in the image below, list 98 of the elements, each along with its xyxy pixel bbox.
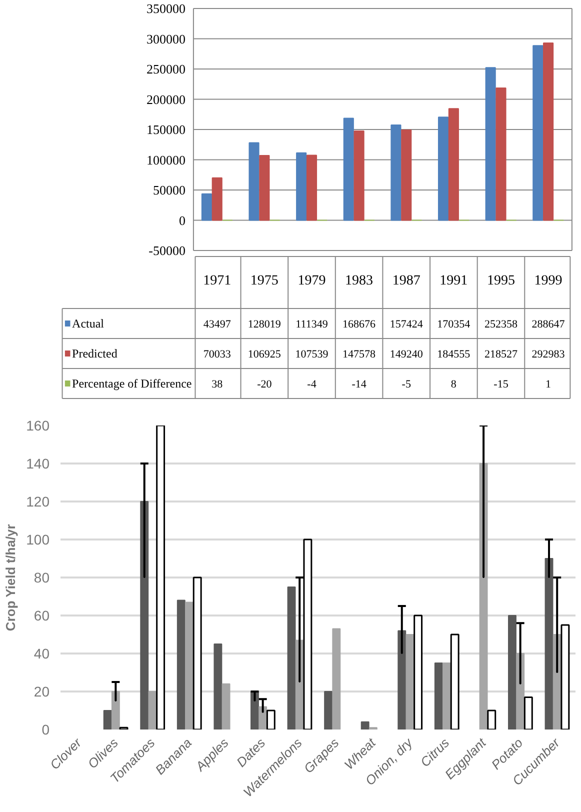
data-label: -4 [307,378,317,390]
x-tick-label: 1987 [392,274,420,288]
bar [214,644,222,730]
data-label: 106925 [248,348,282,360]
y-tick-label: 60 [34,608,50,624]
data-label: 8 [450,378,457,390]
bar [258,706,268,730]
y-tick-label: 160 [26,418,50,434]
bar [332,628,341,730]
x-tick-label: 1979 [298,274,326,288]
data-label: 43497 [203,318,232,330]
y-tick-label: 120 [26,494,50,510]
y-tick-label: 100 [26,532,50,548]
bar [324,691,333,730]
bar [212,177,222,221]
data-label: 147578 [342,348,376,360]
data-label: 292983 [532,348,566,360]
bar [156,426,166,730]
data-label: 70033 [203,348,232,360]
data-label: 170354 [437,318,471,330]
x-tick-label: 1983 [345,274,374,288]
bar [560,624,570,730]
data-label: 111349 [296,318,328,330]
y-tick-label: 0 [178,212,186,228]
data-label: 1 [546,378,552,390]
data-label: 184555 [437,348,471,360]
bar [524,696,533,730]
y-tick-label: 50000 [152,182,186,198]
bar [140,501,149,730]
y-tick-label: 80 [34,570,50,586]
bar [259,155,270,221]
data-label: 252358 [484,318,518,330]
bar [111,691,120,730]
y-tick-label: 250000 [146,62,186,76]
bar [438,116,449,221]
bar [487,710,496,730]
bar [544,558,554,730]
bar [266,710,276,730]
data-label: 218527 [484,348,518,360]
bar [287,586,296,730]
data-label: 128019 [248,318,282,330]
data-label: 38 [212,378,224,390]
bar [248,142,260,221]
legend-label: Percentage of Difference [72,376,192,390]
data-label: 107539 [295,348,329,360]
y-axis-title: Crop Yield t/ha/yr [3,524,18,632]
bar [508,615,516,730]
x-tick-label: 1975 [250,274,278,288]
bar [103,710,112,730]
bar [192,576,202,730]
data-label: -5 [402,378,412,390]
bar [343,118,354,221]
y-tick-label: 140 [26,456,50,472]
bar [306,154,318,221]
data-label: 149240 [390,348,424,360]
bar [414,614,423,730]
x-tick-label: 1971 [203,274,232,288]
y-tick-label: 20 [34,684,50,700]
bar [176,600,186,730]
bar [434,662,443,730]
y-tick-label: 150000 [146,122,186,137]
data-label: 168676 [342,318,376,330]
y-tick-label: 100000 [146,152,186,168]
bar [390,124,402,221]
bar [496,88,506,221]
data-label: 288647 [532,318,566,330]
y-tick-label: -50000 [148,243,186,258]
x-tick-label: 1991 [440,274,468,288]
y-tick-label: 40 [34,646,50,662]
bar [450,634,460,730]
y-tick-label: 300000 [146,31,186,46]
bar [543,42,554,221]
y-tick-label: 200000 [146,92,186,107]
bar [201,193,212,221]
y-tick-label: 350000 [146,1,186,16]
data-label: -15 [494,378,509,390]
bar [148,691,157,730]
legend-label: Actual [72,316,105,330]
y-tick-label: 0 [42,722,50,738]
data-label: 157424 [390,318,424,330]
bar [406,634,414,730]
x-tick-label: 1995 [486,274,515,288]
bar [532,45,544,221]
x-tick-label: 1999 [534,274,562,288]
bar [185,602,194,730]
bar [398,630,406,730]
data-label: -20 [257,378,272,390]
data-label: -14 [352,378,367,390]
bar [250,691,259,730]
bar [401,129,412,221]
bar [485,67,496,221]
bar [360,721,370,730]
bar [296,152,307,221]
bar [222,683,230,730]
bar [442,662,451,730]
legend-label: Predicted [72,346,118,360]
bar [354,130,364,221]
bar [448,108,459,221]
